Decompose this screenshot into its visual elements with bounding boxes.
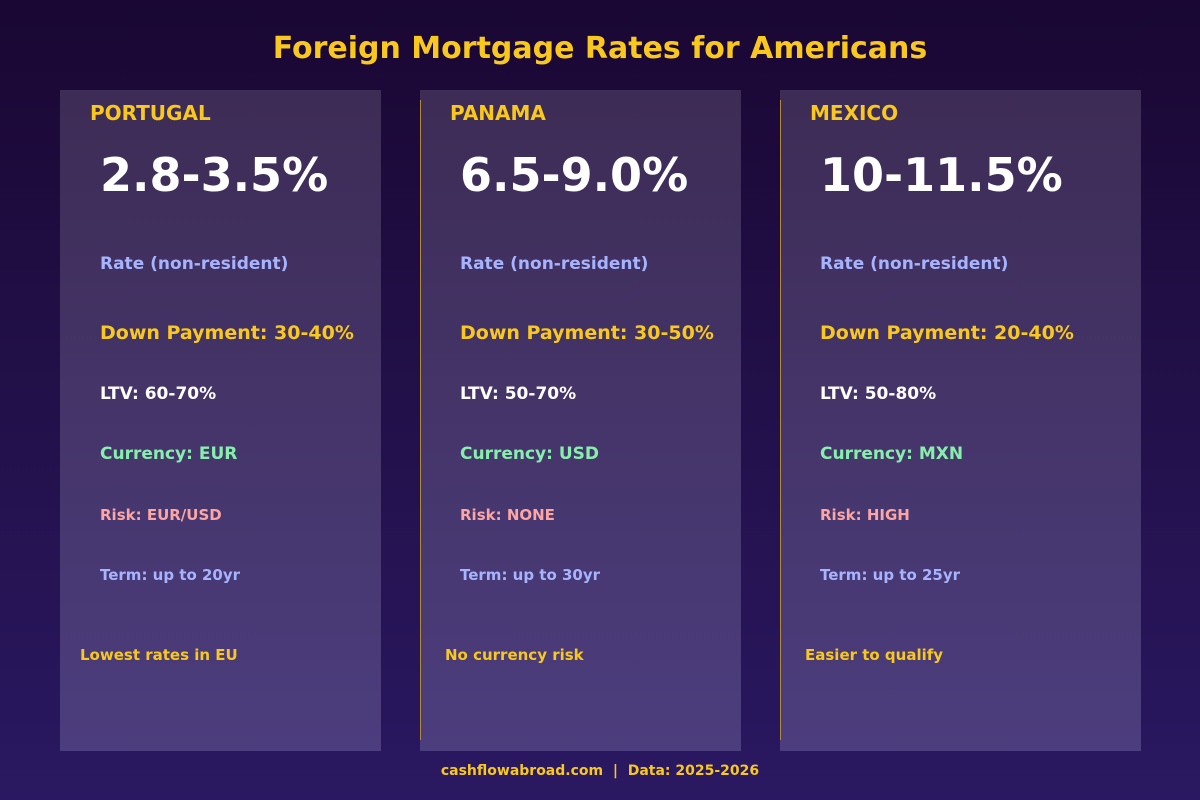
rate-label: Rate (non-resident) xyxy=(100,254,289,274)
footer-source: cashflowabroad.com | Data: 2025-2026 xyxy=(440,763,760,779)
rate-label: Rate (non-resident) xyxy=(820,254,1009,274)
card-note: Lowest rates in EU xyxy=(80,646,238,664)
card-panama: PANAMA 6.5-9.0% Rate (non-resident) Down… xyxy=(420,90,741,751)
risk: Risk: EUR/USD xyxy=(100,506,222,524)
card-mexico: MEXICO 10-11.5% Rate (non-resident) Down… xyxy=(780,90,1141,751)
currency: Currency: MXN xyxy=(820,444,964,464)
currency: Currency: EUR xyxy=(100,444,238,464)
risk: Risk: HIGH xyxy=(820,506,910,524)
card-note: No currency risk xyxy=(445,646,584,664)
card-accent-line xyxy=(780,100,781,740)
down-payment: Down Payment: 20-40% xyxy=(820,322,1074,344)
rate-value: 6.5-9.0% xyxy=(460,148,689,202)
ltv: LTV: 60-70% xyxy=(100,384,217,404)
risk: Risk: NONE xyxy=(460,506,555,524)
card-accent-line xyxy=(420,100,421,740)
rate-value: 2.8-3.5% xyxy=(100,148,329,202)
ltv: LTV: 50-80% xyxy=(820,384,937,404)
ltv: LTV: 50-70% xyxy=(460,384,577,404)
card-portugal: PORTUGAL 2.8-3.5% Rate (non-resident) Do… xyxy=(60,90,381,751)
down-payment: Down Payment: 30-40% xyxy=(100,322,354,344)
country-name: PANAMA xyxy=(450,101,546,125)
page-title: Foreign Mortgage Rates for Americans xyxy=(272,31,928,66)
card-note: Easier to qualify xyxy=(805,646,944,664)
term: Term: up to 30yr xyxy=(460,566,601,584)
country-name: MEXICO xyxy=(810,101,899,125)
term: Term: up to 20yr xyxy=(100,566,241,584)
rate-label: Rate (non-resident) xyxy=(460,254,649,274)
term: Term: up to 25yr xyxy=(820,566,961,584)
currency: Currency: USD xyxy=(460,444,600,464)
down-payment: Down Payment: 30-50% xyxy=(460,322,714,344)
country-name: PORTUGAL xyxy=(90,101,211,125)
rate-value: 10-11.5% xyxy=(820,148,1063,202)
